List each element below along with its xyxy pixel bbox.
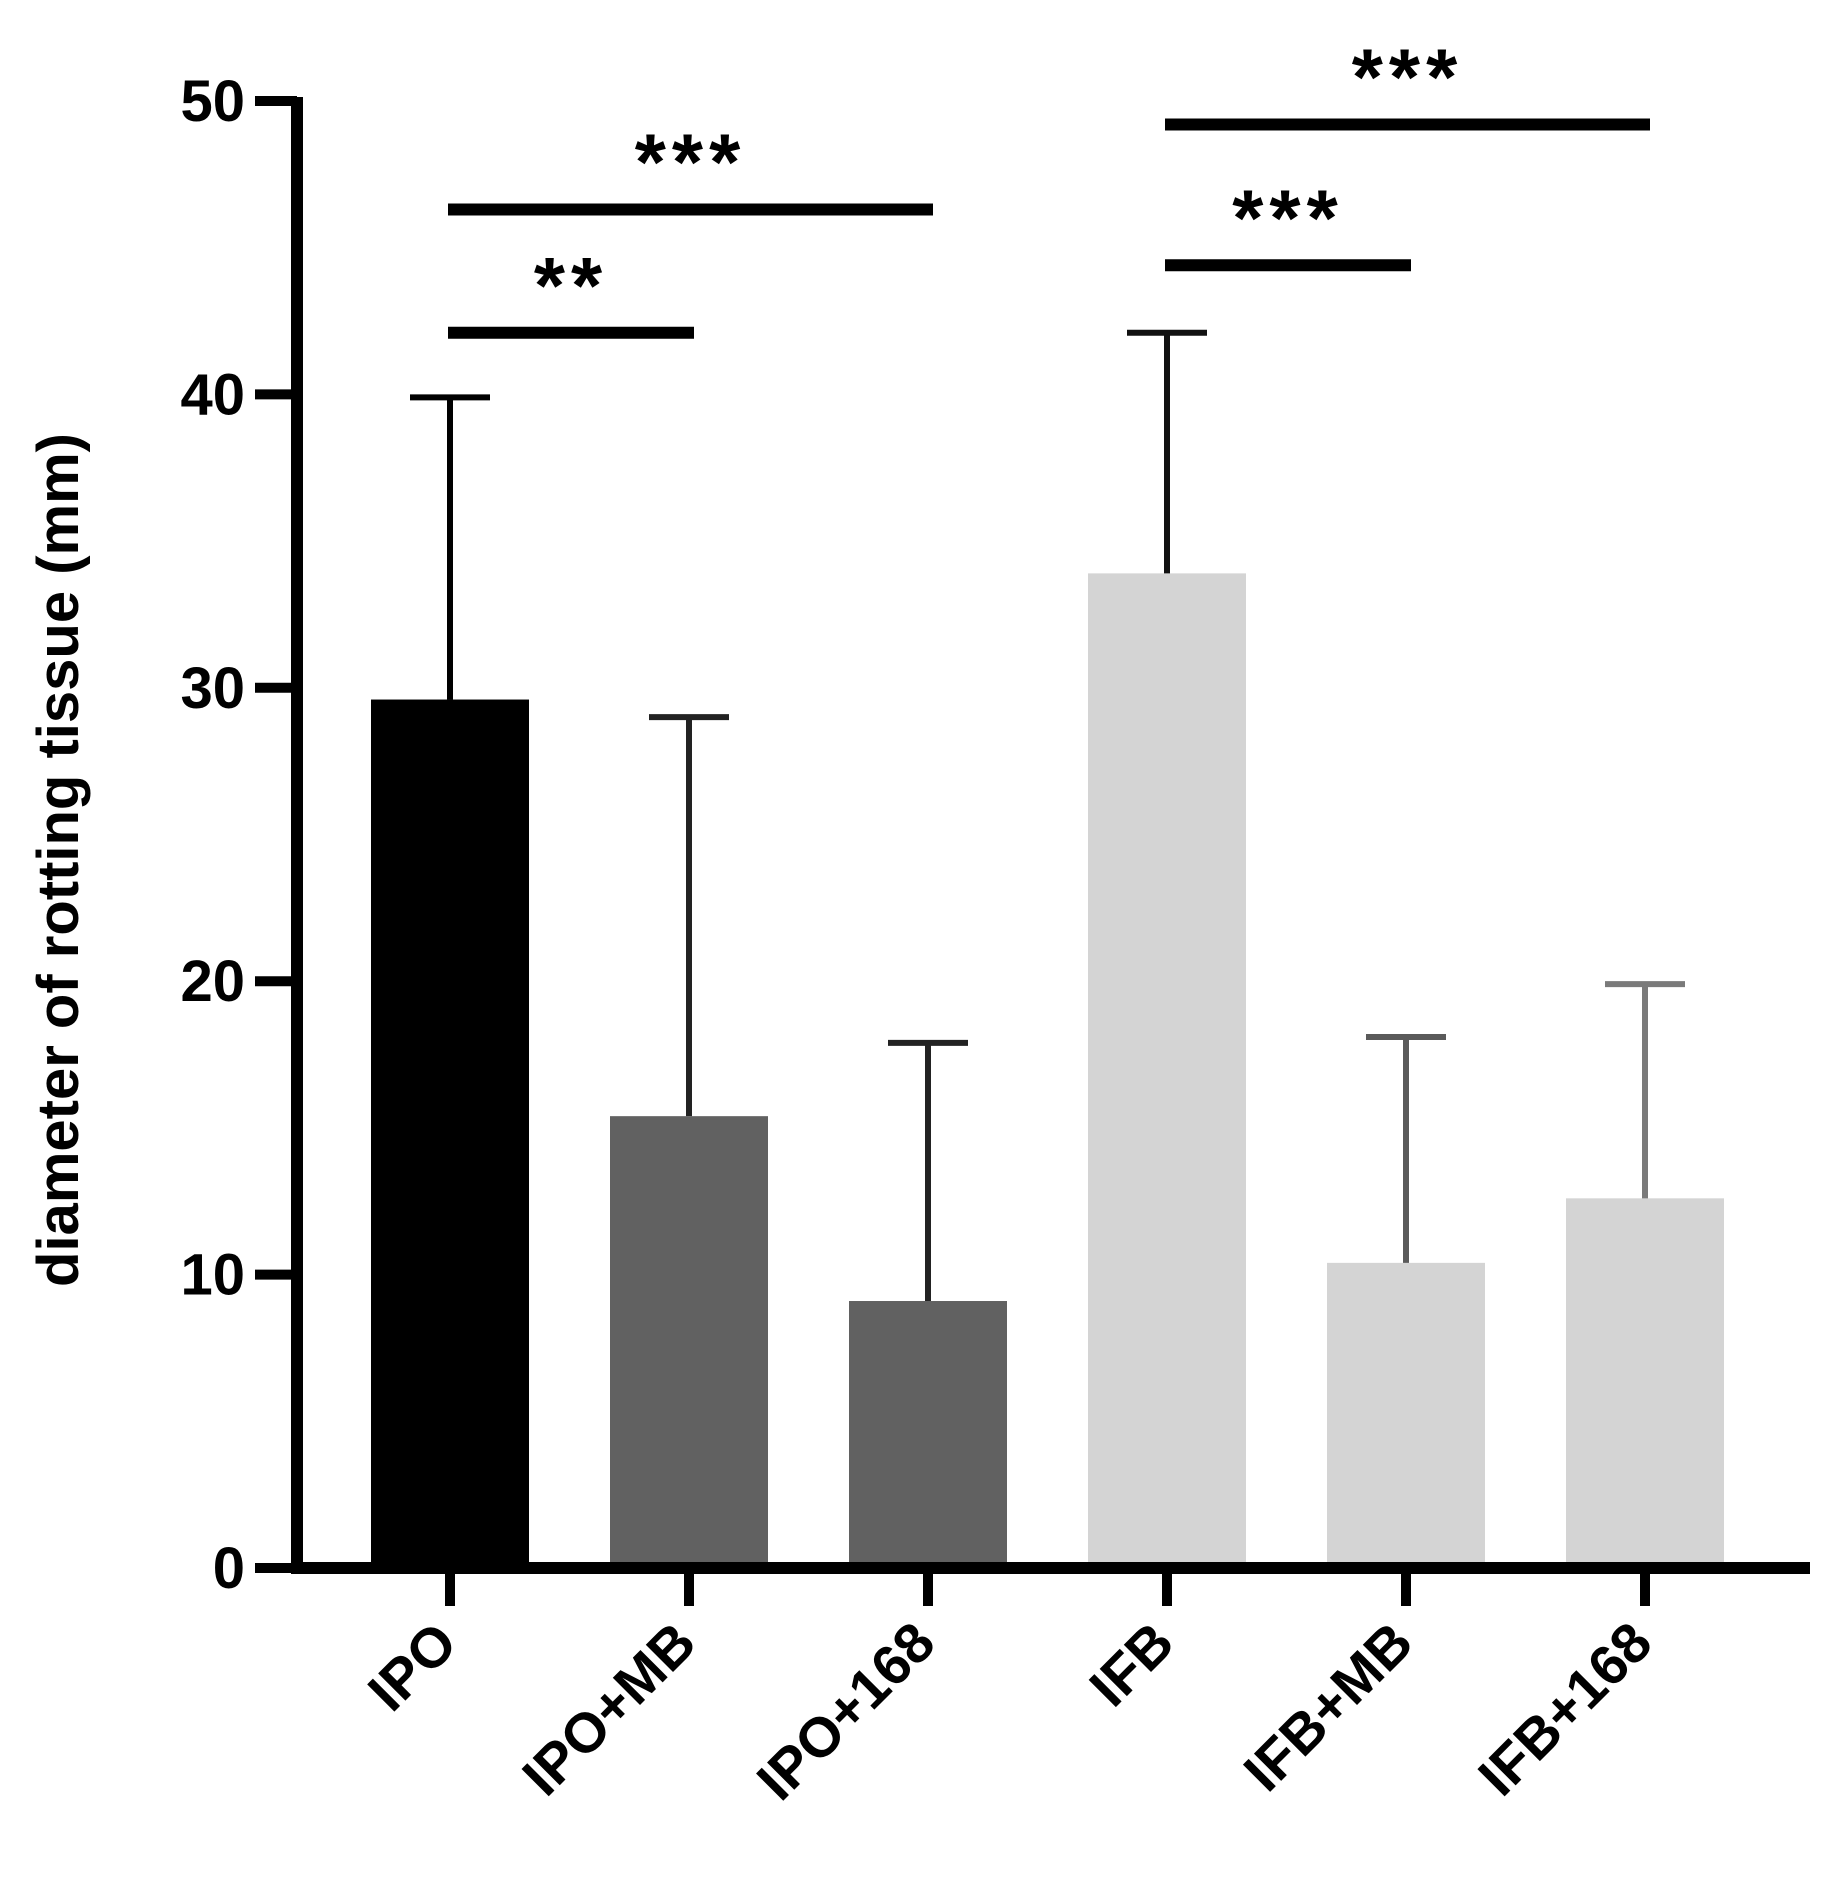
- y-tick-label-40: 40: [180, 362, 245, 427]
- x-tick-label-ipo-plus-mb: IPO+MB: [510, 1610, 707, 1807]
- significance-label-2: ***: [1232, 173, 1343, 262]
- bar-ipo-plus-mb: [610, 1116, 768, 1568]
- bars-layer: [371, 573, 1724, 1568]
- x-tick-label-ifb-plus-168: IFB+168: [1466, 1610, 1664, 1808]
- significance-label-3: ***: [1352, 32, 1463, 121]
- y-tick-label-20: 20: [180, 949, 245, 1014]
- x-tick-label-ipo-plus-168: IPO+168: [745, 1610, 947, 1812]
- error-bars-layer: [410, 329, 1685, 1302]
- y-tick-label-50: 50: [180, 69, 245, 134]
- x-tick-label-ipo: IPO: [356, 1610, 469, 1723]
- bar-ifb: [1088, 573, 1246, 1568]
- y-axis-label: diameter of rotting tissue (mm): [26, 433, 91, 1287]
- bar-ifb-plus-mb: [1327, 1262, 1485, 1568]
- y-tick-label-30: 30: [180, 656, 245, 721]
- x-tick-label-ifb: IFB: [1077, 1610, 1185, 1718]
- significance-label-0: **: [534, 241, 608, 330]
- significance-layer: ***********: [448, 32, 1650, 339]
- y-tick-label-0: 0: [213, 1536, 245, 1601]
- bar-ipo: [371, 699, 529, 1568]
- x-tick-label-ifb-plus-mb: IFB+MB: [1231, 1610, 1424, 1803]
- bar-ifb-plus-168: [1566, 1198, 1724, 1568]
- y-tick-label-10: 10: [180, 1243, 245, 1308]
- bar-ipo-plus-168: [849, 1301, 1007, 1568]
- significance-label-1: ***: [635, 118, 746, 207]
